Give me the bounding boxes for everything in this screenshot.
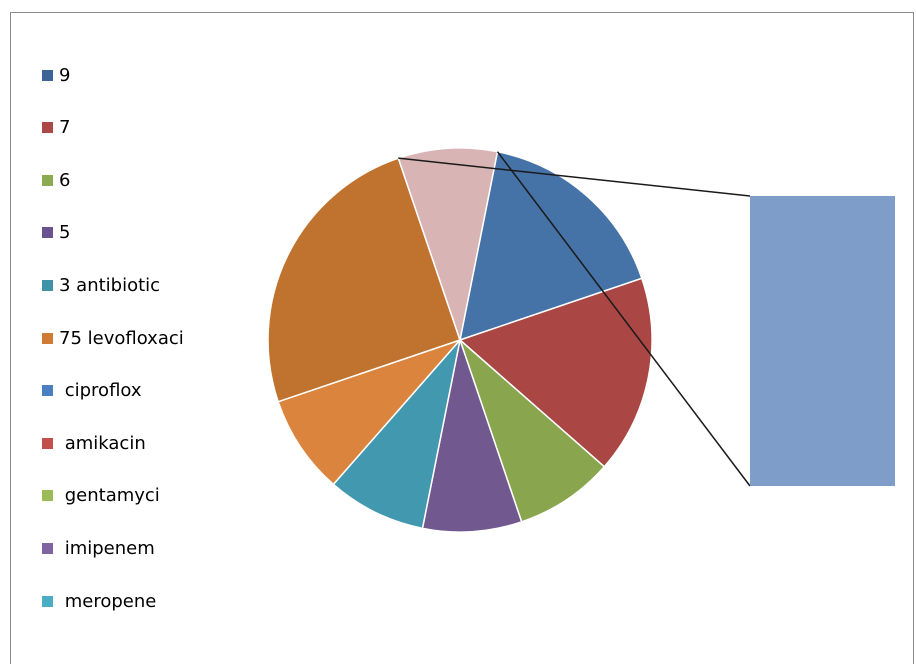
legend-label: 9: [59, 64, 71, 86]
pie-slice-1: [459, 150, 643, 342]
legend-label: ciproflox: [59, 380, 142, 402]
legend-swatch: [42, 385, 53, 397]
legend-entry: 9: [42, 62, 184, 88]
legend-swatch: [42, 437, 53, 449]
legend-swatch: [42, 69, 53, 81]
legend-entry: 7: [42, 115, 184, 141]
legend-entry: 5: [42, 220, 184, 246]
legend-label: gentamyci: [59, 485, 160, 507]
pie-slice-3: [458, 337, 606, 523]
legend-label: 75 levofloxaci: [59, 327, 184, 349]
pie-slices: [267, 147, 653, 533]
legend-swatch: [42, 280, 53, 292]
legend-entry: imipenem: [42, 535, 184, 561]
connector-line-top: [398, 157, 751, 197]
pie-slice-5: [332, 337, 462, 530]
legend-entry: meropene: [42, 588, 184, 614]
legend-swatch: [42, 122, 53, 134]
legend-entry: gentamyci: [42, 483, 184, 509]
legend: 9 7 6 5 3 antibiotic 75 levofloxaci ciproflox…: [42, 62, 184, 641]
legend-swatch: [42, 542, 53, 554]
legend-swatch: [42, 332, 53, 344]
legend-entry: 3 antibiotic: [42, 272, 184, 298]
legend-entry: ciproflox: [42, 378, 184, 404]
legend-swatch: [42, 174, 53, 186]
pie-slice-6: [277, 338, 463, 486]
legend-entry: 6: [42, 167, 184, 193]
legend-label: imipenem: [59, 537, 155, 559]
secondary-bar: [750, 196, 895, 486]
legend-swatch: [42, 595, 53, 607]
legend-label: 3 antibiotic: [59, 275, 161, 297]
legend-entry: amikacin: [42, 430, 184, 456]
legend-label: 5: [59, 222, 71, 244]
legend-entry: 75 levofloxaci: [42, 325, 184, 351]
pie-slice-2: [458, 277, 653, 468]
connector-line-bottom: [496, 151, 751, 487]
legend-label: amikacin: [59, 432, 146, 454]
pie-slice-7: [267, 157, 461, 403]
legend-label: 7: [59, 117, 71, 139]
chart-border: [913, 12, 914, 664]
pie-slice-4: [421, 337, 523, 533]
legend-swatch: [42, 227, 53, 239]
legend-swatch: [42, 490, 53, 502]
legend-label: meropene: [59, 590, 157, 612]
legend-label: 6: [59, 169, 71, 191]
pie-slice-8: [397, 147, 499, 343]
